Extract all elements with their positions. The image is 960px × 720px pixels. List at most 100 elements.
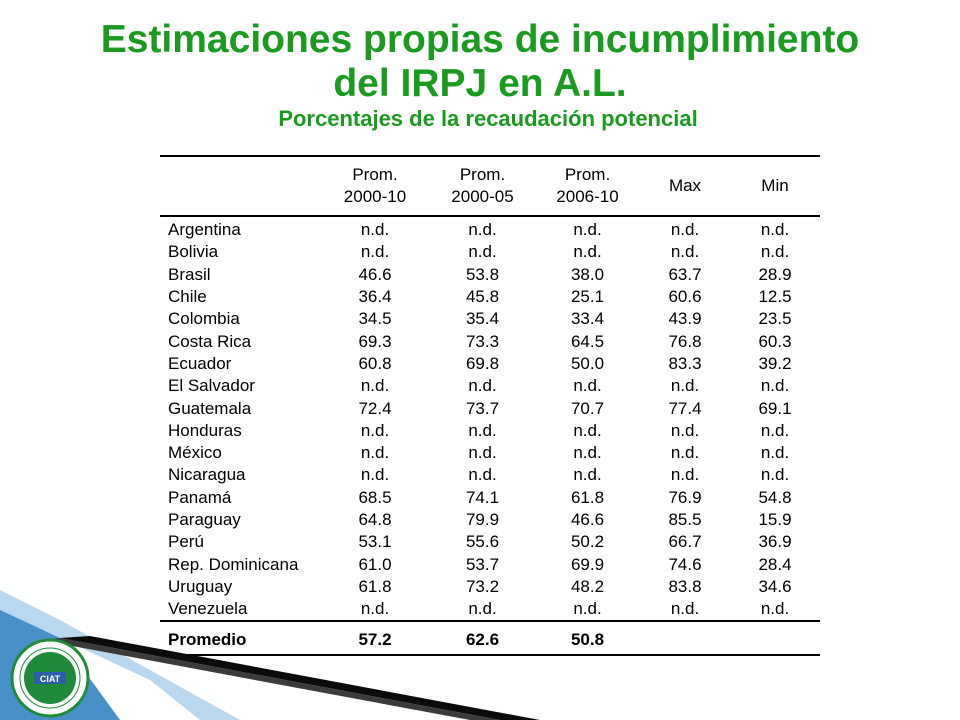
value-cell: 35.4: [465, 309, 500, 329]
value-cell: 60.8: [358, 353, 392, 373]
dark-stripe: [60, 636, 540, 720]
value-cell: 12.5: [758, 287, 792, 307]
value-cell: n.d.: [573, 443, 602, 463]
value-cell: 28.9: [758, 264, 792, 284]
bottom-left-decoration: [0, 590, 540, 720]
country-cell: Uruguay: [168, 576, 233, 596]
value-cell: 76.8: [668, 331, 702, 351]
value-cell: 60.3: [758, 331, 792, 351]
value-cell: 83.8: [668, 576, 702, 596]
value-cell: n.d.: [360, 220, 390, 240]
table-row: Guatemala 72.4 73.7 70.7 77.4 69.1: [160, 397, 820, 419]
value-cell: 54.8: [758, 487, 792, 507]
value-cell: 73.3: [465, 331, 500, 351]
table-row: Costa Rica 69.3 73.3 64.5 76.8 60.3: [160, 330, 820, 352]
table-row: Perú 53.1 55.6 50.2 66.7 36.9: [160, 531, 820, 553]
average-value: [640, 621, 730, 657]
value-cell: n.d.: [468, 465, 497, 485]
header-max: Max: [640, 155, 730, 217]
value-cell: n.d.: [468, 376, 497, 396]
country-cell: El Salvador: [168, 376, 255, 396]
value-cell: n.d.: [468, 242, 497, 262]
value-cell: n.d.: [573, 220, 602, 240]
value-cell: 74.1: [465, 487, 500, 507]
value-cell: 66.7: [668, 532, 702, 552]
table-row: Nicaragua n.d. n.d. n.d. n.d. n.d.: [160, 464, 820, 486]
table-row: Uruguay 61.8 73.2 48.2 83.8 34.6: [160, 576, 820, 598]
country-cell: México: [168, 443, 222, 463]
value-cell: n.d.: [670, 420, 700, 440]
value-cell: 38.0: [570, 264, 605, 284]
table-row: Honduras n.d. n.d. n.d. n.d. n.d.: [160, 420, 820, 442]
table-row: Rep. Dominicana 61.0 53.7 69.9 74.6 28.4: [160, 553, 820, 575]
country-cell: Honduras: [168, 420, 242, 440]
ciat-logo: CIAT: [10, 638, 90, 718]
value-cell: 39.2: [758, 353, 792, 373]
header-prom-2000-10: Prom. 2000-10: [320, 155, 430, 217]
value-cell: n.d.: [670, 242, 700, 262]
table-row: Ecuador 60.8 69.8 50.0 83.3 39.2: [160, 353, 820, 375]
header-prom-2006-10: Prom. 2006-10: [535, 155, 640, 217]
value-cell: n.d.: [760, 465, 790, 485]
value-cell: 23.5: [758, 309, 792, 329]
value-cell: n.d.: [320, 598, 430, 623]
value-cell: 48.2: [570, 576, 605, 596]
table-row: México n.d. n.d. n.d. n.d. n.d.: [160, 442, 820, 464]
gray-stripe: [40, 638, 500, 720]
value-cell: n.d.: [760, 443, 790, 463]
value-cell: 46.6: [570, 510, 605, 529]
value-cell: n.d.: [760, 420, 790, 440]
value-cell: 34.6: [758, 576, 792, 596]
table-row: Bolivia n.d. n.d. n.d. n.d. n.d.: [160, 241, 820, 263]
table-row: Brasil 46.6 53.8 38.0 63.7 28.9: [160, 264, 820, 286]
value-cell: n.d.: [730, 598, 820, 623]
table-row: Chile 36.4 45.8 25.1 60.6 12.5: [160, 286, 820, 308]
value-cell: 85.5: [668, 510, 702, 529]
table-row: Paraguay 64.8 79.9 46.6 85.5 15.9: [160, 509, 820, 531]
value-cell: 45.8: [465, 287, 500, 307]
country-cell: Ecuador: [168, 353, 232, 373]
country-cell: Colombia: [168, 309, 240, 329]
table-row: Colombia 34.5 35.4 33.4 43.9 23.5: [160, 308, 820, 330]
value-cell: 61.0: [358, 554, 392, 574]
value-cell: n.d.: [535, 598, 640, 623]
header-prom-2000-05: Prom. 2000-05: [430, 155, 535, 217]
light-blue-stripe: [0, 590, 240, 720]
table-body: Argentina n.d. n.d. n.d. n.d. n.d. Bolivia n.d.…: [160, 216, 820, 657]
average-label: Promedio: [160, 621, 320, 657]
value-cell: 63.7: [668, 264, 702, 284]
country-cell: Guatemala: [168, 398, 252, 418]
value-cell: n.d.: [360, 420, 390, 440]
value-cell: n.d.: [573, 420, 602, 440]
value-cell: 73.2: [465, 576, 500, 596]
value-cell: 53.7: [465, 554, 500, 574]
header-country: [160, 155, 320, 217]
value-cell: 43.9: [668, 309, 702, 329]
value-cell: 77.4: [668, 398, 702, 418]
country-cell: Paraguay: [168, 510, 241, 529]
value-cell: n.d.: [468, 220, 497, 240]
value-cell: 64.8: [358, 510, 392, 529]
country-cell: Costa Rica: [168, 331, 252, 351]
country-cell: Venezuela: [160, 598, 320, 623]
value-cell: n.d.: [573, 242, 602, 262]
value-cell: n.d.: [760, 242, 790, 262]
value-cell: 69.3: [358, 331, 392, 351]
value-cell: 61.8: [570, 487, 605, 507]
country-cell: Brasil: [168, 264, 211, 284]
country-cell: Rep. Dominicana: [168, 554, 299, 574]
value-cell: n.d.: [670, 443, 700, 463]
slide-title: Estimaciones propias de incumplimiento d…: [0, 18, 960, 106]
value-cell: 83.3: [668, 353, 702, 373]
value-cell: 74.6: [668, 554, 702, 574]
value-cell: 76.9: [668, 487, 702, 507]
value-cell: n.d.: [360, 465, 390, 485]
value-cell: 55.6: [465, 532, 500, 552]
value-cell: n.d.: [360, 376, 390, 396]
value-cell: 15.9: [758, 510, 792, 529]
country-cell: Nicaragua: [168, 465, 246, 485]
value-cell: n.d.: [468, 443, 497, 463]
table-row: El Salvador n.d. n.d. n.d. n.d. n.d.: [160, 375, 820, 397]
country-cell: Bolivia: [168, 242, 219, 262]
value-cell: 60.6: [668, 287, 702, 307]
